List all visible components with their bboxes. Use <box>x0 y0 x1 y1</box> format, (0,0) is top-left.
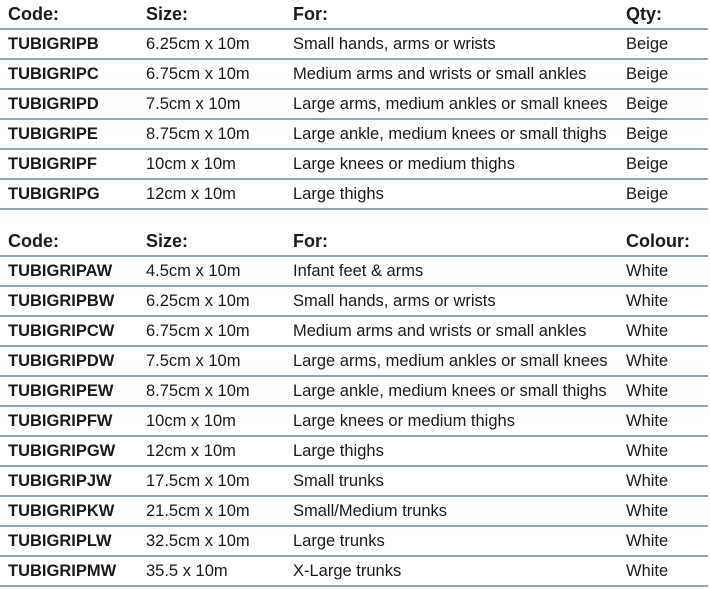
cell-size: 21.5cm x 10m <box>146 501 250 520</box>
cell-size: 12cm x 10m <box>146 184 236 203</box>
table-row: TUBIGRIPAW 4.5cm x 10m Infant feet & arms W… <box>0 257 708 287</box>
product-table-white: Code: Size: For: Colour: TUBIGRIPAW 4.5cm x 1… <box>0 227 708 587</box>
cell-code: TUBIGRIPAW <box>8 261 113 280</box>
cell-colour: White <box>626 501 669 520</box>
header-size: Size: <box>146 230 189 251</box>
cell-colour: White <box>626 291 669 310</box>
table-header: Code: Size: For: Qty: <box>0 0 708 30</box>
cell-for: Large arms, medium ankles or small knees <box>293 94 608 113</box>
cell-code: TUBIGRIPF <box>8 154 97 173</box>
cell-code: TUBIGRIPC <box>8 64 99 83</box>
cell-size: 8.75cm x 10m <box>146 124 250 143</box>
cell-for: X-Large trunks <box>293 561 402 580</box>
table-row: TUBIGRIPB 6.25cm x 10m Small hands, arms o… <box>0 30 708 60</box>
cell-code: TUBIGRIPBW <box>8 291 115 310</box>
table-row: TUBIGRIPEW 8.75cm x 10m Large ankle, mediu… <box>0 377 708 407</box>
cell-for: Large thighs <box>293 441 384 460</box>
header-code: Code: <box>8 230 59 251</box>
cell-code: TUBIGRIPE <box>8 124 98 143</box>
cell-code: TUBIGRIPFW <box>8 411 113 430</box>
table-row: TUBIGRIPMW 35.5 x 10m X-Large trunks White <box>0 557 708 587</box>
cell-for: Small trunks <box>293 471 384 490</box>
table-row: TUBIGRIPCW 6.75cm x 10m Medium arms and wr… <box>0 317 708 347</box>
table-row: TUBIGRIPE 8.75cm x 10m Large ankle, medium… <box>0 120 708 150</box>
cell-code: TUBIGRIPG <box>8 184 100 203</box>
cell-code: TUBIGRIPGW <box>8 441 116 460</box>
cell-size: 8.75cm x 10m <box>146 381 250 400</box>
cell-colour: White <box>626 531 669 550</box>
table-row: TUBIGRIPD 7.5cm x 10m Large arms, medium a… <box>0 90 708 120</box>
cell-code: TUBIGRIPKW <box>8 501 115 520</box>
table-row: TUBIGRIPLW 32.5cm x 10m Large trunks White <box>0 527 708 557</box>
cell-code: TUBIGRIPJW <box>8 471 112 490</box>
cell-code: TUBIGRIPCW <box>8 321 115 340</box>
cell-code: TUBIGRIPLW <box>8 531 112 550</box>
cell-qty: Beige <box>626 124 669 143</box>
cell-for: Small/Medium trunks <box>293 501 448 520</box>
cell-size: 6.75cm x 10m <box>146 321 250 340</box>
table-row: TUBIGRIPDW 7.5cm x 10m Large arms, medium … <box>0 347 708 377</box>
table-row: TUBIGRIPC 6.75cm x 10m Medium arms and wri… <box>0 60 708 90</box>
cell-size: 6.75cm x 10m <box>146 64 250 83</box>
cell-size: 4.5cm x 10m <box>146 261 241 280</box>
cell-size: 6.25cm x 10m <box>146 34 250 53</box>
cell-for: Small hands, arms or wrists <box>293 291 496 310</box>
cell-qty: Beige <box>626 64 669 83</box>
table-row: TUBIGRIPG 12cm x 10m Large thighs Beige <box>0 180 708 210</box>
cell-colour: White <box>626 381 669 400</box>
cell-for: Medium arms and wrists or small ankles <box>293 64 587 83</box>
header-colour: Colour: <box>626 230 690 251</box>
table-row: TUBIGRIPFW 10cm x 10m Large knees or mediu… <box>0 407 708 437</box>
cell-for: Medium arms and wrists or small ankles <box>293 321 587 340</box>
cell-for: Small hands, arms or wrists <box>293 34 496 53</box>
cell-size: 12cm x 10m <box>146 441 236 460</box>
cell-size: 7.5cm x 10m <box>146 94 241 113</box>
header-code: Code: <box>8 3 59 24</box>
cell-colour: White <box>626 261 669 280</box>
table-row: TUBIGRIPF 10cm x 10m Large knees or medium… <box>0 150 708 180</box>
table-row: TUBIGRIPJW 17.5cm x 10m Small trunks White <box>0 467 708 497</box>
header-qty: Qty: <box>626 3 662 24</box>
table-row: TUBIGRIPKW 21.5cm x 10m Small/Medium trunk… <box>0 497 708 527</box>
cell-colour: White <box>626 321 669 340</box>
table-row: TUBIGRIPGW 12cm x 10m Large thighs White <box>0 437 708 467</box>
cell-for: Large arms, medium ankles or small knees <box>293 351 608 370</box>
cell-colour: White <box>626 561 669 580</box>
cell-size: 6.25cm x 10m <box>146 291 250 310</box>
cell-code: TUBIGRIPEW <box>8 381 114 400</box>
cell-size: 10cm x 10m <box>146 411 236 430</box>
cell-for: Large thighs <box>293 184 384 203</box>
cell-code: TUBIGRIPD <box>8 94 99 113</box>
cell-size: 17.5cm x 10m <box>146 471 250 490</box>
cell-for: Infant feet & arms <box>293 261 424 280</box>
header-size: Size: <box>146 3 189 24</box>
header-for: For: <box>293 3 328 24</box>
table-row: TUBIGRIPBW 6.25cm x 10m Small hands, arms … <box>0 287 708 317</box>
cell-code: TUBIGRIPB <box>8 34 99 53</box>
cell-size: 10cm x 10m <box>146 154 236 173</box>
cell-for: Large ankle, medium knees or small thigh… <box>293 381 607 400</box>
cell-size: 7.5cm x 10m <box>146 351 241 370</box>
cell-for: Large knees or medium thighs <box>293 154 515 173</box>
cell-code: TUBIGRIPDW <box>8 351 115 370</box>
cell-colour: White <box>626 471 669 490</box>
cell-qty: Beige <box>626 94 669 113</box>
cell-qty: Beige <box>626 154 669 173</box>
cell-size: 35.5 x 10m <box>146 561 228 580</box>
cell-colour: White <box>626 351 669 370</box>
cell-size: 32.5cm x 10m <box>146 531 250 550</box>
cell-for: Large ankle, medium knees or small thigh… <box>293 124 607 143</box>
product-table-beige: Code: Size: For: Qty: TUBIGRIPB 6.25cm x 10m S… <box>0 0 708 210</box>
cell-qty: Beige <box>626 34 669 53</box>
cell-for: Large trunks <box>293 531 385 550</box>
cell-colour: White <box>626 411 669 430</box>
cell-colour: White <box>626 441 669 460</box>
cell-code: TUBIGRIPMW <box>8 561 117 580</box>
cell-qty: Beige <box>626 184 669 203</box>
cell-for: Large knees or medium thighs <box>293 411 515 430</box>
header-for: For: <box>293 230 328 251</box>
table-header: Code: Size: For: Colour: <box>0 227 708 257</box>
